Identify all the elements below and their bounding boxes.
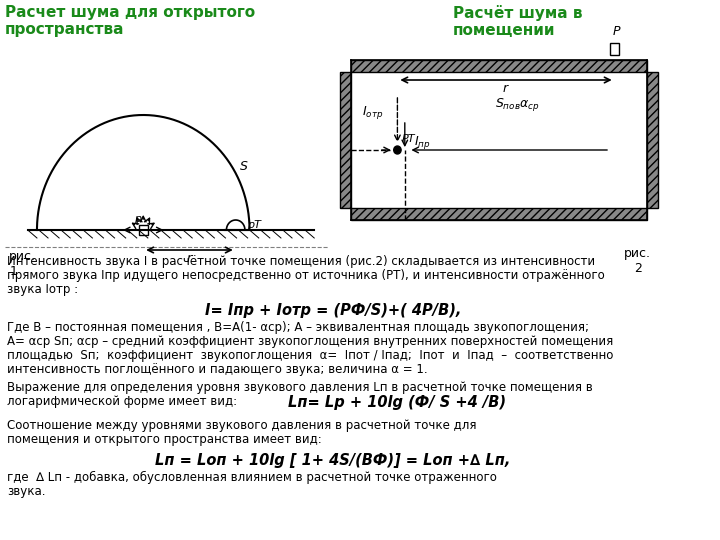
Bar	[351, 60, 647, 72]
Text: Расчёт шума в
помещении: Расчёт шума в помещении	[453, 5, 582, 38]
Text: P: P	[613, 25, 620, 38]
Text: $I_{отр}$: $I_{отр}$	[362, 104, 384, 121]
Bar	[351, 208, 647, 220]
Text: $I_{пр}$: $I_{пр}$	[414, 134, 431, 151]
Bar	[647, 72, 658, 208]
Text: r: r	[187, 252, 192, 265]
Bar	[610, 43, 619, 55]
Bar	[139, 225, 148, 235]
Text: рис.
1: рис. 1	[9, 250, 36, 278]
Text: Интенсивность звука I в расчётной точке помещения (рис.2) складывается из интенс: Интенсивность звука I в расчётной точке …	[7, 255, 595, 268]
Text: Lп= Lр + 10lg (Ф/ S +4 /В): Lп= Lр + 10lg (Ф/ S +4 /В)	[289, 395, 506, 410]
Text: Lп = Loп + 10lg [ 1+ 4S/(ВФ)] = Loп +∆ Lп,: Lп = Loп + 10lg [ 1+ 4S/(ВФ)] = Loп +∆ L…	[155, 453, 510, 468]
Text: помещения и открытого пространства имеет вид:: помещения и открытого пространства имеет…	[7, 433, 322, 446]
Text: А= αср Sп; αср – средний коэффициент звукопоглощения внутренних поверхностей пом: А= αср Sп; αср – средний коэффициент зву…	[7, 335, 613, 348]
Text: PT: PT	[402, 134, 415, 144]
Text: S: S	[240, 159, 248, 172]
Text: Расчет шума для открытого
пространства: Расчет шума для открытого пространства	[4, 5, 255, 37]
Bar	[340, 72, 351, 208]
Circle shape	[394, 146, 401, 154]
Text: интенсивность поглощённого и падающего звука; величина α = 1.: интенсивность поглощённого и падающего з…	[7, 363, 428, 376]
Text: I= Iпр + Iотр = (РФ/S)+( 4Р/В),: I= Iпр + Iотр = (РФ/S)+( 4Р/В),	[204, 303, 461, 318]
Text: звука Iотр :: звука Iотр :	[7, 283, 78, 296]
Text: Где В – постоянная помещения , В=А(1- αср); А – эквивалентная площадь звукопогло: Где В – постоянная помещения , В=А(1- αс…	[7, 321, 590, 334]
Text: Выражение для определения уровня звукового давления Lп в расчетной точке помещен: Выражение для определения уровня звуково…	[7, 381, 593, 394]
Text: логарифмической форме имеет вид:: логарифмической форме имеет вид:	[7, 395, 238, 408]
Text: $S_{пов}\alpha_{ср}$: $S_{пов}\alpha_{ср}$	[495, 97, 540, 113]
Text: прямого звука Iпр идущего непосредственно от источника (РТ), и интенсивности отр: прямого звука Iпр идущего непосредственн…	[7, 269, 605, 282]
Text: площадью  Sп;  коэффициент  звукопоглощения  α=  Iпот / Iпад;  Iпот  и  Iпад  – : площадью Sп; коэффициент звукопоглощения…	[7, 349, 613, 362]
Text: звука.: звука.	[7, 485, 46, 498]
Text: p: p	[134, 214, 141, 224]
Text: рТ: рТ	[247, 220, 261, 230]
Text: рис.
2: рис. 2	[624, 247, 651, 275]
Text: Соотношение между уровнями звукового давления в расчетной точке для: Соотношение между уровнями звукового дав…	[7, 419, 477, 432]
Text: где  ∆ Lп - добавка, обусловленная влиянием в расчетной точке отраженного: где ∆ Lп - добавка, обусловленная влияни…	[7, 471, 498, 484]
Text: r: r	[503, 82, 508, 95]
